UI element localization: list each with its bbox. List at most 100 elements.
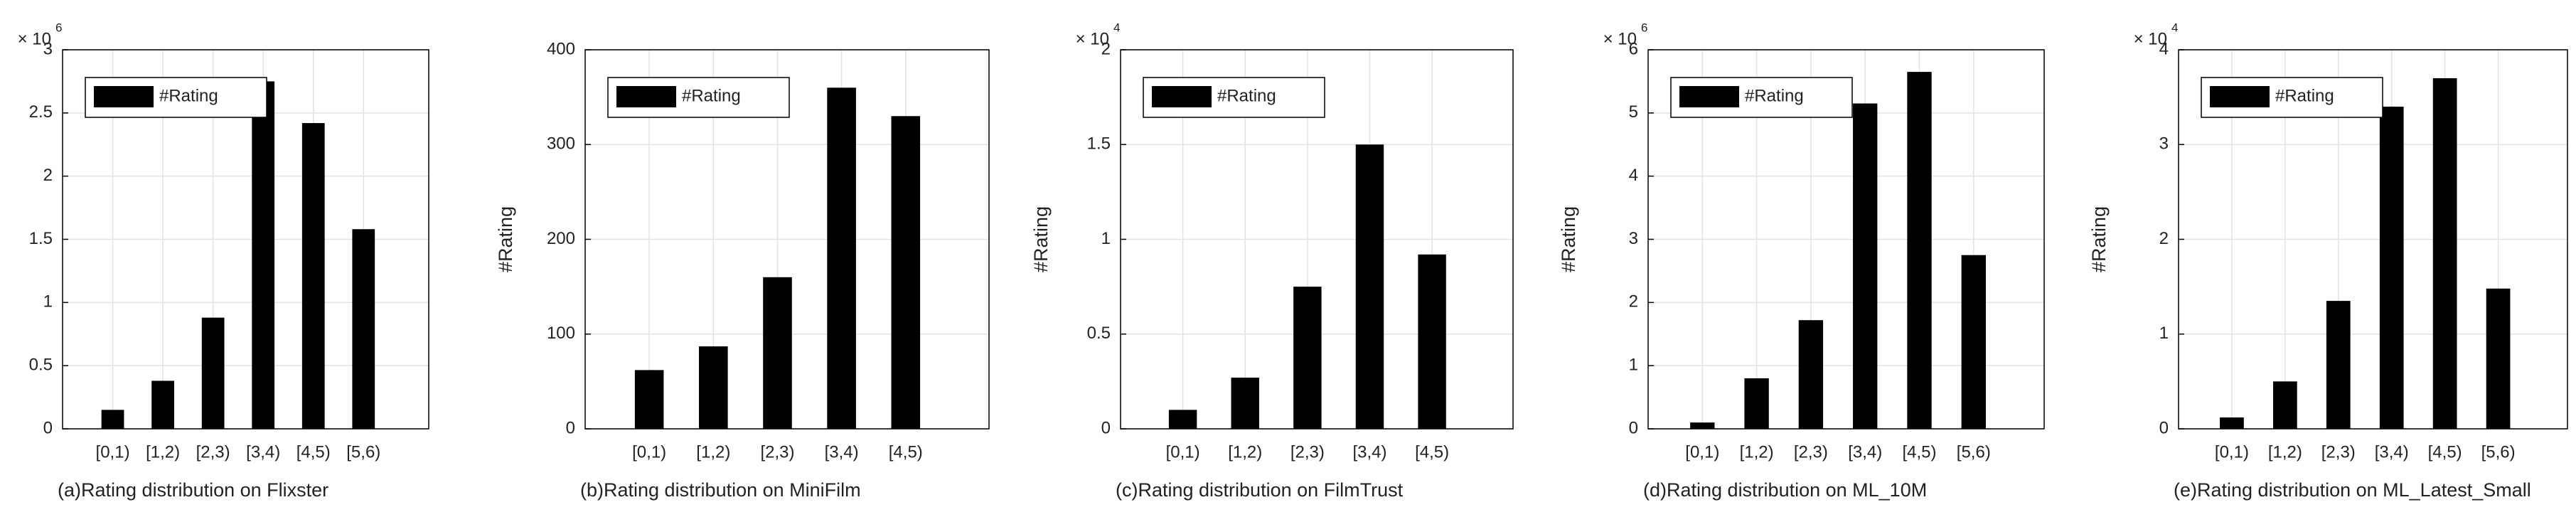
y-tick-label: 2 [43,166,53,185]
y-scale-label: × 10 [2134,29,2167,48]
bar [763,277,792,429]
legend-swatch [1679,86,1739,107]
legend-swatch [1152,86,1212,107]
y-tick-label: 2 [1629,292,1638,311]
y-tick-label: 200 [547,229,575,248]
x-tick-label: [1,2) [1228,442,1262,462]
chart-caption: (b)Rating distribution on MiniFilm [580,479,861,501]
legend-swatch [94,86,154,107]
y-tick-label: 0 [1629,418,1638,437]
chart-caption: (a)Rating distribution on Flixster [58,479,328,501]
chart-caption: (d)Rating distribution on ML_10M [1643,479,1927,501]
y-tick-label: 2 [1101,39,1111,58]
x-tick-label: [1,2) [696,442,730,462]
legend: #Rating [607,77,790,118]
y-tick-label: 3 [1629,229,1638,248]
x-tick-label: [0,1) [1685,442,1719,462]
bar [2432,78,2457,429]
y-scale-label: × 10 [1076,29,1109,48]
y-tick-label: 3 [2159,134,2169,154]
x-tick-label: [3,4) [246,442,280,462]
y-axis-label: #Rating [495,206,516,272]
bar [634,370,664,429]
bar [101,410,124,429]
bar [301,123,325,429]
legend-swatch [616,86,676,107]
x-tick-label: [2,3) [2321,442,2356,462]
axes-frame [62,49,429,430]
y-tick-label: 1 [1101,229,1111,248]
x-tick-label: [3,4) [1352,442,1386,462]
x-tick-label: [5,6) [2481,442,2516,462]
bar [2273,381,2297,429]
x-tick-label: [5,6) [346,442,380,462]
x-tick-label: [4,5) [1902,442,1936,462]
x-tick-label: [4,5) [889,442,923,462]
legend: #Rating [85,77,267,118]
y-tick-label: 400 [547,39,575,58]
x-tick-label: [5,6) [1957,442,1991,462]
bar [1798,320,1824,429]
y-tick-label: 0 [1101,418,1111,437]
y-tick-label: 1 [2159,324,2169,343]
legend-label: #Rating [1217,86,1276,105]
y-tick-label: 3 [43,39,53,58]
axes-frame [1647,49,2045,430]
y-tick-label: 0.5 [1087,324,1111,343]
y-scale-exponent: 6 [1641,21,1647,34]
legend-swatch [2210,86,2270,107]
legend-label: #Rating [1745,86,1804,105]
y-tick-label: 4 [2159,39,2169,58]
legend: #Rating [1143,77,1325,118]
bar [699,346,728,429]
chart-caption: (c)Rating distribution on FilmTrust [1116,479,1404,501]
x-tick-label: [0,1) [2215,442,2249,462]
x-tick-label: [2,3) [760,442,794,462]
x-tick-label: [1,2) [1740,442,1774,462]
legend: #Rating [2201,77,2383,118]
bar [1168,410,1197,429]
y-axis-label: #Rating [2088,206,2110,272]
bar [1853,103,1878,429]
y-tick-label: 1.5 [1087,134,1111,154]
y-scale-exponent: 4 [1113,21,1120,34]
y-scale-label: × 10 [18,29,51,48]
bar [1961,255,1986,429]
y-tick-label: 300 [547,134,575,154]
x-tick-label: [3,4) [1848,442,1882,462]
bar [2326,301,2351,429]
bar [1293,287,1322,429]
y-tick-label: 0 [43,418,53,437]
legend-label: #Rating [159,86,218,105]
chart-caption: (e)Rating distribution on ML_Latest_Smal… [2174,479,2531,501]
bar [1418,254,1446,429]
y-tick-label: 4 [1629,166,1638,185]
x-tick-label: [2,3) [1290,442,1325,462]
y-scale-label: × 10 [1603,29,1637,48]
y-tick-label: 0 [566,418,575,437]
legend: #Rating [1670,77,1853,118]
x-tick-label: [0,1) [1166,442,1200,462]
x-tick-label: [2,3) [1794,442,1828,462]
legend-label: #Rating [2275,86,2334,105]
bar [252,81,275,430]
y-tick-label: 100 [547,324,575,343]
y-axis-label: #Rating [1558,206,1579,272]
axes-frame [2178,49,2568,430]
axes-frame [1120,49,1514,430]
y-tick-label: 2.5 [29,102,53,122]
y-tick-label: 5 [1629,102,1638,122]
x-tick-label: [1,2) [2268,442,2302,462]
x-tick-label: [3,4) [825,442,859,462]
axes-frame [584,49,990,430]
x-tick-label: [4,5) [296,442,331,462]
bar [1907,72,1932,429]
bar [1744,378,1769,429]
bar [827,87,856,430]
y-tick-label: 1 [1629,356,1638,375]
x-tick-label: [4,5) [2428,442,2462,462]
bar [2220,417,2244,429]
bar [1231,378,1259,429]
y-tick-label: 6 [1629,39,1638,58]
